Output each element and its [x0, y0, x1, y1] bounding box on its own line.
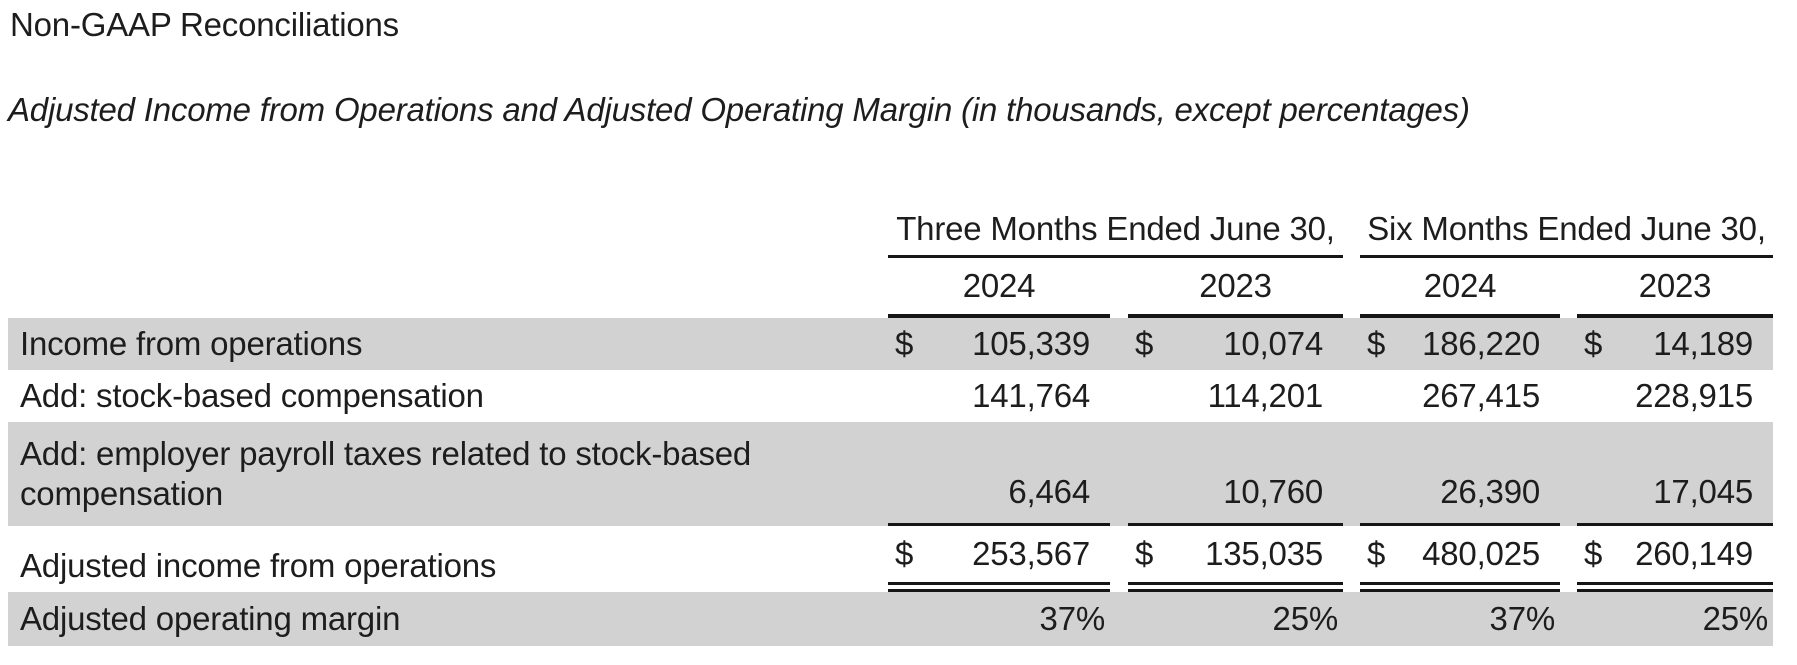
table-cell: 37%	[1360, 592, 1560, 646]
row-label: Add: employer payroll taxes related to s…	[8, 422, 888, 526]
table-cell: 6,464	[888, 422, 1110, 526]
cell-value: 6,464	[1008, 473, 1090, 510]
column-gap	[1110, 258, 1128, 318]
column-gap	[1110, 318, 1128, 370]
cell-value: 186,220	[1422, 325, 1540, 362]
cell-value: 141,764	[972, 377, 1090, 414]
cell-value: 267,415	[1422, 377, 1540, 414]
cell-value: 37%	[1039, 600, 1106, 637]
column-gap	[1343, 186, 1360, 258]
cell-value: 114,201	[1207, 377, 1324, 414]
page-title: Non-GAAP Reconciliations	[10, 6, 399, 43]
row-label: Income from operations	[8, 318, 888, 370]
currency-symbol: $	[1367, 325, 1386, 362]
year-header-three-months-2024: 2024	[888, 258, 1110, 318]
row-label: Adjusted operating margin	[8, 592, 888, 646]
year-header-six-months-2023: 2023	[1577, 258, 1774, 318]
cell-value: 253,567	[972, 535, 1090, 572]
cell-value: 26,390	[1440, 473, 1540, 510]
table-cell: $260,149	[1577, 526, 1774, 592]
table-cell: $10,074	[1128, 318, 1343, 370]
table-cell: 26,390	[1360, 422, 1560, 526]
cell-value: 25%	[1272, 600, 1339, 637]
table-cell: 37%	[888, 592, 1110, 646]
period-header-row: Three Months Ended June 30, Six Months E…	[8, 186, 1774, 258]
column-gap	[1343, 370, 1360, 422]
year-header-three-months-2023: 2023	[1128, 258, 1343, 318]
cell-value: 17,045	[1653, 473, 1754, 510]
table-row-adjusted-income-from-operations: Adjusted income from operations $253,567…	[8, 526, 1774, 592]
column-gap	[1110, 592, 1128, 646]
cell-value: 14,189	[1653, 325, 1754, 362]
header-spacer	[8, 258, 888, 318]
cell-value: 37%	[1489, 600, 1556, 637]
table-row-stock-based-compensation: Add: stock-based compensation 141,764 11…	[8, 370, 1773, 422]
currency-symbol: $	[895, 535, 914, 572]
table-row-income-from-operations: Income from operations $105,339 $10,074 …	[8, 318, 1774, 370]
year-header-six-months-2024: 2024	[1360, 258, 1560, 318]
currency-symbol: $	[1367, 535, 1386, 572]
currency-symbol: $	[1135, 325, 1154, 362]
table-cell: $480,025	[1360, 526, 1560, 592]
reconciliation-table: Three Months Ended June 30, Six Months E…	[8, 186, 1774, 646]
column-gap	[1343, 258, 1360, 318]
year-header-row: 2024 2023 2024 2023	[8, 258, 1774, 318]
row-label: Add: stock-based compensation	[20, 377, 484, 414]
column-gap	[1343, 526, 1360, 592]
column-gap	[1110, 422, 1128, 526]
non-gaap-reconciliations-page: Non-GAAP Reconciliations Adjusted Income…	[8, 6, 1774, 646]
column-group-six-months: Six Months Ended June 30,	[1360, 186, 1774, 258]
column-gap	[1560, 592, 1577, 646]
column-gap	[1343, 422, 1360, 526]
table-cell: 10,760	[1128, 422, 1343, 526]
column-gap	[1110, 370, 1128, 422]
cell-value: 105,339	[972, 325, 1090, 362]
cell-value: 260,149	[1635, 535, 1754, 572]
cell-value: 10,074	[1223, 325, 1323, 362]
column-gap	[1343, 592, 1360, 646]
column-gap	[1560, 370, 1577, 422]
column-gap	[1110, 526, 1128, 592]
table-row-employer-payroll-taxes: Add: employer payroll taxes related to s…	[8, 422, 1774, 526]
table-cell: $14,189	[1577, 318, 1774, 370]
column-gap	[1560, 422, 1577, 526]
currency-symbol: $	[895, 325, 914, 362]
cell-value: 228,915	[1635, 377, 1754, 414]
column-gap	[1560, 318, 1577, 370]
table-cell: 114,201	[1128, 370, 1343, 422]
table-cell: 17,045	[1577, 422, 1774, 526]
currency-symbol: $	[1584, 325, 1603, 362]
table-cell: $105,339	[888, 318, 1110, 370]
currency-symbol: $	[1135, 535, 1154, 572]
table-cell: 25%	[1128, 592, 1343, 646]
table-cell: $186,220	[1360, 318, 1560, 370]
column-group-three-months: Three Months Ended June 30,	[888, 186, 1343, 258]
table-cell: 141,764	[888, 370, 1110, 422]
table-cell: 267,415	[1360, 370, 1560, 422]
currency-symbol: $	[1584, 535, 1603, 572]
cell-value: 135,035	[1205, 535, 1323, 572]
table-cell: 25%	[1577, 592, 1774, 646]
row-label: Adjusted income from operations	[20, 547, 497, 584]
table-row-adjusted-operating-margin: Adjusted operating margin 37% 25% 37% 25…	[8, 592, 1774, 646]
header-spacer	[8, 186, 888, 258]
cell-value: 480,025	[1422, 535, 1540, 572]
cell-value: 25%	[1702, 600, 1769, 637]
table-subtitle: Adjusted Income from Operations and Adju…	[8, 91, 1470, 128]
table-cell: 228,915	[1577, 370, 1773, 422]
column-gap	[1343, 318, 1360, 370]
table-cell: $253,567	[888, 526, 1110, 592]
table-cell: $135,035	[1128, 526, 1343, 592]
cell-value: 10,760	[1223, 473, 1323, 510]
column-gap	[1560, 526, 1577, 592]
column-gap	[1560, 258, 1577, 318]
